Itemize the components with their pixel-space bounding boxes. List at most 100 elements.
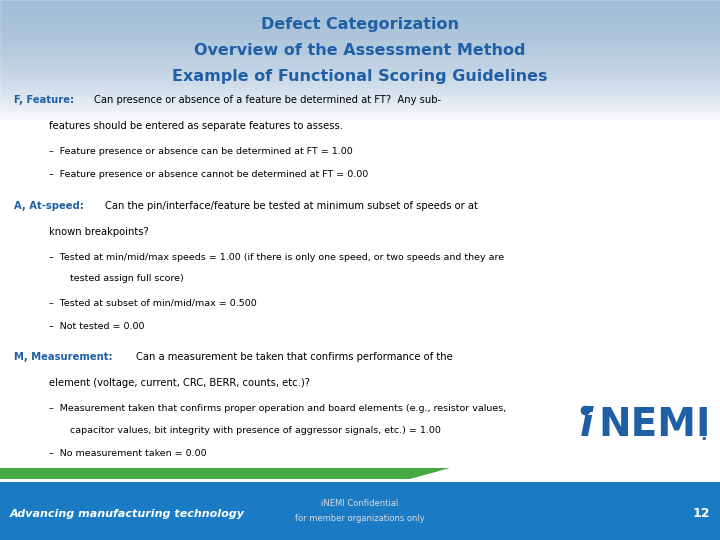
Bar: [0, 75, 720, 76]
Bar: [0, 16, 720, 17]
Bar: [0, 60, 720, 61]
Polygon shape: [0, 468, 450, 479]
Bar: [0, 53, 720, 54]
Bar: [0, 119, 720, 120]
Bar: [0, 94, 720, 95]
Bar: [0, 4, 720, 5]
Text: 12: 12: [693, 508, 710, 521]
Bar: [0, 36, 720, 37]
Bar: [0, 90, 720, 91]
Text: known breakpoints?: known breakpoints?: [48, 227, 148, 237]
Bar: [0, 24, 720, 25]
Bar: [0, 456, 720, 468]
Bar: [0, 1, 720, 2]
Bar: [0, 21, 720, 22]
Text: M, Measurement:: M, Measurement:: [14, 353, 112, 362]
Bar: [0, 31, 720, 32]
Bar: [0, 108, 720, 109]
Bar: [0, 79, 720, 80]
Text: .: .: [700, 426, 706, 444]
Bar: [0, 67, 720, 68]
Bar: [0, 83, 720, 84]
Bar: [0, 6, 720, 7]
Bar: [0, 13, 720, 14]
Bar: [0, 105, 720, 106]
Bar: [0, 81, 720, 82]
Bar: [0, 99, 720, 100]
Text: –  Feature presence or absence cannot be determined at FT = 0.00: – Feature presence or absence cannot be …: [48, 171, 368, 179]
Bar: [0, 113, 720, 114]
Bar: [0, 78, 720, 79]
Bar: [0, 5, 720, 6]
Bar: [0, 35, 720, 36]
Bar: [0, 101, 720, 102]
Bar: [0, 56, 720, 57]
Text: –  Measurement taken that confirms proper operation and board elements (e.g., re: – Measurement taken that confirms proper…: [48, 404, 506, 413]
Bar: [0, 97, 720, 98]
Bar: [0, 50, 720, 51]
Bar: [0, 27, 720, 28]
Bar: [0, 46, 720, 47]
Bar: [0, 59, 720, 60]
Bar: [0, 66, 720, 67]
Bar: [0, 48, 720, 49]
Bar: [0, 86, 720, 87]
Bar: [0, 40, 720, 41]
Bar: [0, 109, 720, 110]
Text: Can presence or absence of a feature be determined at FT?  Any sub-: Can presence or absence of a feature be …: [94, 95, 441, 105]
Bar: [0, 102, 720, 103]
Bar: [0, 18, 720, 19]
Text: Can a measurement be taken that confirms performance of the: Can a measurement be taken that confirms…: [136, 353, 453, 362]
Bar: [0, 62, 720, 63]
Bar: [0, 92, 720, 93]
Bar: [0, 89, 720, 90]
Bar: [0, 14, 720, 15]
Text: Advancing manufacturing technology: Advancing manufacturing technology: [10, 509, 245, 519]
Bar: [0, 65, 720, 66]
Text: Example of Functional Scoring Guidelines: Example of Functional Scoring Guidelines: [172, 69, 548, 84]
Text: tested assign full score): tested assign full score): [70, 274, 184, 284]
Text: element (voltage, current, CRC, BERR, counts, etc.)?: element (voltage, current, CRC, BERR, co…: [48, 379, 310, 388]
Bar: [0, 47, 720, 48]
Bar: [0, 11, 720, 12]
Bar: [0, 28, 720, 29]
Bar: [0, 33, 720, 34]
Bar: [0, 106, 720, 107]
Bar: [0, 91, 720, 92]
Text: –  Tested at min/mid/max speeds = 1.00 (if there is only one speed, or two speed: – Tested at min/mid/max speeds = 1.00 (i…: [48, 253, 504, 262]
Bar: [0, 29, 720, 30]
Bar: [0, 34, 720, 35]
Bar: [0, 116, 720, 117]
Bar: [0, 10, 720, 11]
Bar: [0, 42, 720, 43]
Bar: [0, 93, 720, 94]
Bar: [0, 23, 720, 24]
Text: features should be entered as separate features to assess.: features should be entered as separate f…: [48, 121, 343, 131]
Bar: [0, 96, 720, 97]
Bar: [0, 9, 720, 10]
Text: –  No measurement taken = 0.00: – No measurement taken = 0.00: [48, 449, 206, 458]
Bar: [0, 87, 720, 88]
Bar: [0, 2, 720, 3]
Text: –  Feature presence or absence can be determined at FT = 1.00: – Feature presence or absence can be det…: [48, 147, 352, 156]
Bar: [0, 45, 720, 46]
Bar: [0, 80, 720, 81]
Bar: [0, 52, 720, 53]
Bar: [0, 70, 720, 71]
Bar: [0, 103, 720, 104]
Bar: [0, 55, 720, 56]
Bar: [0, 25, 720, 26]
Bar: [0, 118, 720, 119]
Bar: [0, 37, 720, 38]
Bar: [0, 111, 720, 112]
Text: Can the pin/interface/feature be tested at minimum subset of speeds or at: Can the pin/interface/feature be tested …: [104, 201, 477, 211]
Bar: [0, 7, 720, 8]
Bar: [0, 57, 720, 58]
Bar: [0, 20, 720, 21]
Bar: [0, 71, 720, 72]
Bar: [0, 107, 720, 108]
Bar: [0, 15, 720, 16]
Bar: [0, 100, 720, 101]
Bar: [0, 38, 720, 39]
Bar: [0, 64, 720, 65]
